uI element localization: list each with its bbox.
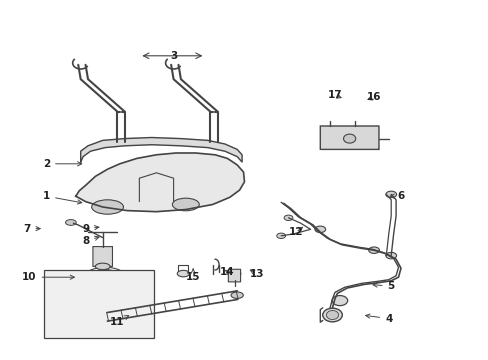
Ellipse shape — [102, 314, 113, 320]
FancyBboxPatch shape — [44, 270, 154, 338]
Text: 5: 5 — [372, 281, 394, 291]
Ellipse shape — [92, 200, 123, 214]
Text: 3: 3 — [170, 51, 177, 61]
Text: 11: 11 — [110, 316, 128, 327]
FancyBboxPatch shape — [93, 247, 112, 266]
Ellipse shape — [284, 215, 292, 220]
Ellipse shape — [368, 247, 379, 253]
Text: 4: 4 — [365, 314, 392, 324]
Ellipse shape — [65, 220, 76, 225]
Text: 17: 17 — [327, 90, 342, 100]
FancyBboxPatch shape — [228, 269, 240, 282]
Text: 16: 16 — [366, 92, 381, 102]
Ellipse shape — [343, 134, 355, 143]
Text: 2: 2 — [43, 159, 81, 169]
Text: 12: 12 — [288, 227, 303, 237]
Text: 15: 15 — [185, 269, 200, 282]
Ellipse shape — [276, 233, 285, 238]
Ellipse shape — [314, 226, 325, 233]
Ellipse shape — [177, 270, 189, 277]
Polygon shape — [76, 153, 244, 212]
Ellipse shape — [331, 296, 347, 306]
Polygon shape — [81, 138, 242, 162]
Text: 6: 6 — [389, 191, 404, 201]
Ellipse shape — [385, 191, 396, 198]
Ellipse shape — [172, 198, 199, 211]
Text: 14: 14 — [220, 267, 234, 277]
Text: 1: 1 — [43, 191, 81, 204]
Ellipse shape — [326, 310, 338, 320]
Text: 13: 13 — [249, 269, 264, 279]
Text: 9: 9 — [82, 224, 99, 234]
Ellipse shape — [385, 252, 396, 259]
Text: 8: 8 — [82, 236, 99, 246]
Ellipse shape — [95, 263, 110, 270]
Ellipse shape — [228, 270, 241, 277]
Ellipse shape — [322, 308, 342, 322]
FancyBboxPatch shape — [320, 126, 378, 149]
Ellipse shape — [231, 292, 243, 298]
Text: 10: 10 — [22, 272, 74, 282]
Text: 7: 7 — [23, 224, 40, 234]
